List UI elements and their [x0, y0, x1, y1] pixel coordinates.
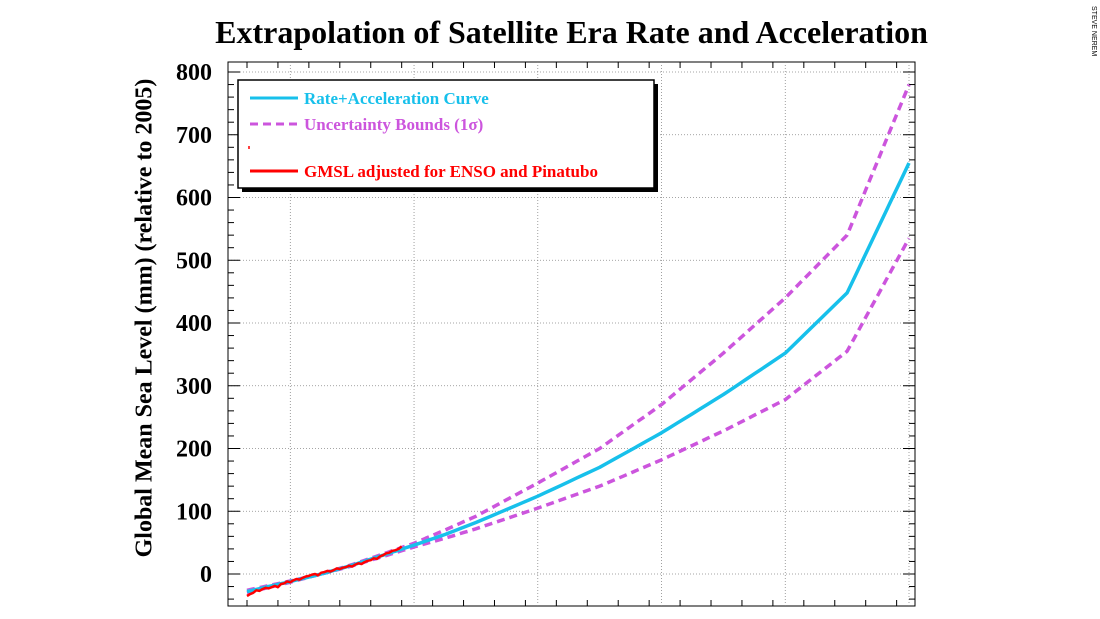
series-group	[246, 83, 911, 598]
y-tick-label: 0	[200, 562, 212, 588]
upper-uncertainty-bound	[246, 83, 911, 593]
plot-frame	[227, 61, 916, 607]
y-tick-label: 600	[176, 186, 212, 212]
y-tick-label: 700	[176, 123, 212, 149]
credit-label: STEVE NEREM	[1090, 6, 1097, 57]
lower-uncertainty-bound	[246, 237, 911, 595]
y-tick-label: 300	[176, 374, 212, 400]
y-tick-label: 800	[176, 60, 212, 86]
legend: Rate+Acceleration Curve Uncertainty Bound…	[237, 79, 658, 192]
rate-acceleration-curve	[246, 162, 911, 594]
gmsl-series-line	[246, 545, 403, 598]
chart-title: Extrapolation of Satellite Era Rate and …	[215, 14, 928, 50]
legend-label: GMSL adjusted for ENSO and Pinatubo	[304, 162, 598, 181]
legend-box	[237, 79, 655, 189]
legend-label: Rate+Acceleration Curve	[304, 89, 489, 108]
x-axis-ticks	[246, 62, 898, 606]
y-tick-label: 400	[176, 311, 212, 337]
y-axis-ticks: 0 100 200 300 400 500 600 700 800	[176, 60, 915, 600]
y-tick-label: 500	[176, 248, 212, 274]
y-tick-label: 200	[176, 437, 212, 463]
y-tick-label: 100	[176, 499, 212, 525]
legend-label: Uncertainty Bounds (1σ)	[304, 115, 483, 134]
